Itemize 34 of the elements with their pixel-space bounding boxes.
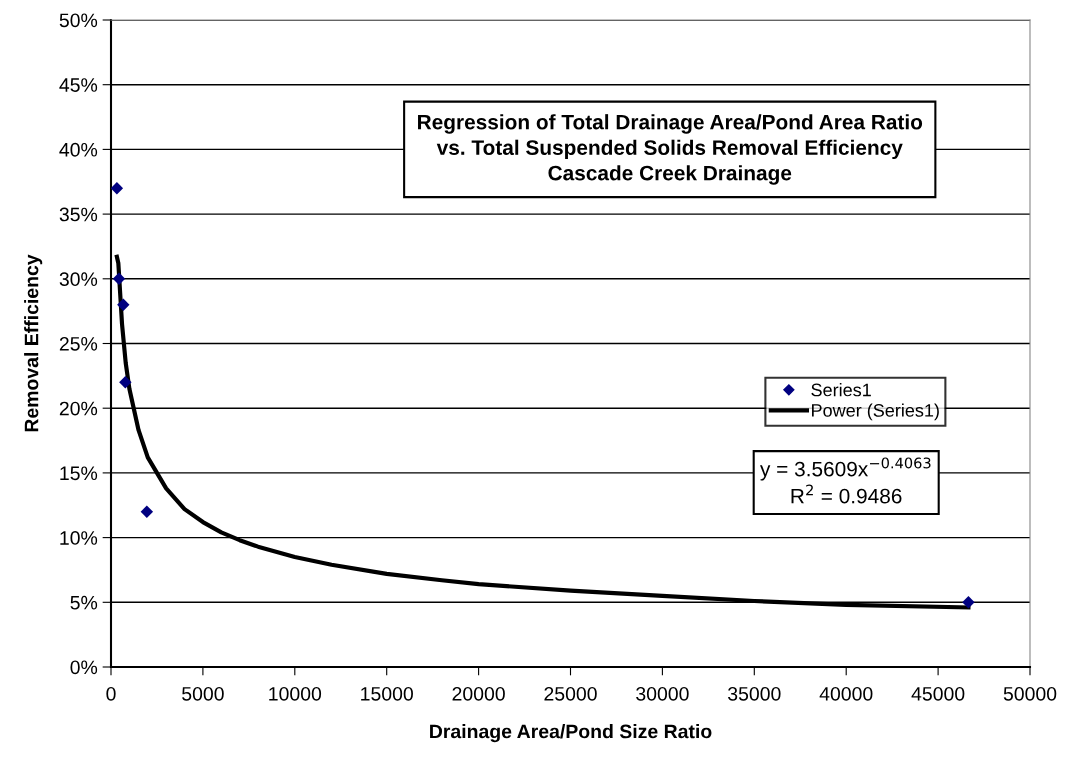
x-tick-label: 25000 [544, 686, 597, 701]
point [117, 298, 130, 311]
y-tick-label: 0% [70, 660, 98, 675]
x-tick-label: 50000 [1003, 686, 1057, 701]
y-tick-label: 40% [59, 142, 98, 157]
y-tick-label: 30% [59, 272, 98, 287]
point [962, 596, 975, 609]
text: Regression of Total Drainage Area/Pond Area Ratio vs. Total Suspended Solids Removal Efficiency Cascade Creek Drainage [418, 114, 923, 185]
y-tick-label: 50% [59, 13, 98, 28]
x-tick-label: 20000 [452, 686, 505, 701]
point [140, 505, 154, 518]
legend-label: Power (Series1) [812, 403, 939, 421]
y-tick-label: 45% [59, 78, 98, 92]
x-tick-label: 10000 [269, 686, 322, 701]
text: y = 3.5609x$^{−0.4063}$ R$^{2}$ = 0.9486 [760, 457, 931, 504]
x-tick-label: 0 [106, 686, 116, 701]
x-tick-label: 40000 [819, 686, 873, 701]
x-tick-label: 35000 [728, 686, 781, 701]
x-tick-label: 45000 [911, 686, 965, 701]
x-tick-label: 15000 [361, 686, 413, 701]
y-tick-label: 25% [59, 336, 98, 351]
point [111, 182, 124, 195]
y-tick-label: 5% [70, 595, 98, 610]
x-axis-title: Drainage Area/Pond Size Ratio [430, 724, 712, 743]
legend-label: Series1 [811, 383, 871, 397]
y-axis-title: Removal Efficiency [24, 254, 43, 432]
point [112, 272, 126, 286]
x-tick-label: 5000 [182, 686, 224, 701]
x-tick-label: 30000 [636, 686, 689, 701]
y-tick-label: 15% [60, 466, 98, 481]
y-tick-label: 10% [60, 531, 98, 545]
y-tick-label: 35% [59, 207, 98, 222]
point [119, 376, 132, 389]
y-tick-label: 20% [59, 401, 98, 416]
